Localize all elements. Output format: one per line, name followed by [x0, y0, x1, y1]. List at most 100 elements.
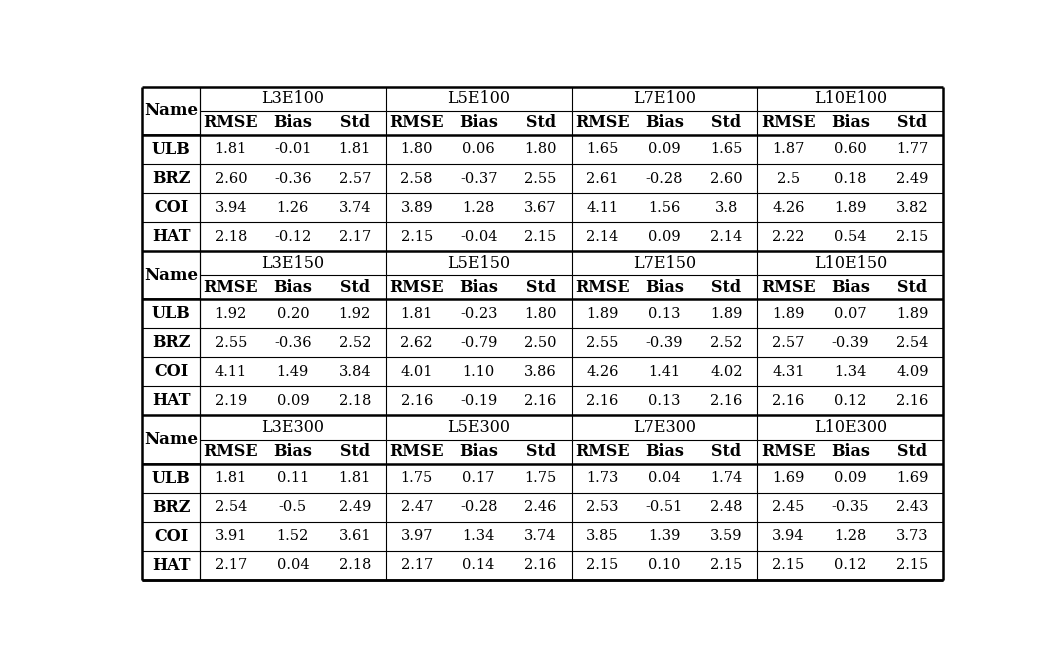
- Text: 2.52: 2.52: [711, 336, 742, 350]
- Text: 1.89: 1.89: [834, 201, 866, 214]
- Text: 0.09: 0.09: [648, 230, 681, 244]
- Text: -0.28: -0.28: [460, 500, 498, 514]
- Text: 2.15: 2.15: [896, 558, 929, 572]
- Text: 1.81: 1.81: [339, 471, 371, 485]
- Text: L7E100: L7E100: [633, 90, 696, 108]
- Text: 1.74: 1.74: [711, 471, 742, 485]
- Text: -0.79: -0.79: [460, 336, 498, 350]
- Text: 1.75: 1.75: [400, 471, 433, 485]
- Text: 0.04: 0.04: [276, 558, 309, 572]
- Text: 2.22: 2.22: [772, 230, 805, 244]
- Text: Bias: Bias: [273, 279, 312, 296]
- Text: -0.5: -0.5: [279, 500, 307, 514]
- Text: 2.16: 2.16: [587, 394, 618, 408]
- Text: 2.17: 2.17: [339, 230, 371, 244]
- Text: 4.26: 4.26: [772, 201, 805, 214]
- Text: 3.89: 3.89: [400, 201, 433, 214]
- Text: HAT: HAT: [151, 393, 191, 409]
- Text: 2.18: 2.18: [339, 394, 371, 408]
- Text: RMSE: RMSE: [575, 279, 630, 296]
- Text: 2.53: 2.53: [587, 500, 618, 514]
- Text: 0.09: 0.09: [648, 143, 681, 156]
- Text: RMSE: RMSE: [761, 114, 815, 131]
- Text: 2.55: 2.55: [587, 336, 618, 350]
- Text: 3.74: 3.74: [524, 529, 557, 543]
- Text: Std: Std: [897, 443, 928, 460]
- Text: Std: Std: [712, 114, 741, 131]
- Text: -0.12: -0.12: [274, 230, 311, 244]
- Text: ULB: ULB: [151, 141, 191, 158]
- Text: 0.18: 0.18: [834, 172, 866, 185]
- Text: ULB: ULB: [151, 306, 191, 322]
- Text: 0.13: 0.13: [648, 307, 681, 321]
- Text: 2.16: 2.16: [896, 394, 929, 408]
- Text: 1.81: 1.81: [400, 307, 433, 321]
- Text: Std: Std: [897, 114, 928, 131]
- Text: -0.37: -0.37: [460, 172, 498, 185]
- Text: 1.75: 1.75: [524, 471, 557, 485]
- Text: 2.14: 2.14: [711, 230, 742, 244]
- Text: -0.36: -0.36: [274, 172, 311, 185]
- Text: RMSE: RMSE: [203, 279, 258, 296]
- Text: 2.43: 2.43: [896, 500, 929, 514]
- Text: Std: Std: [525, 279, 556, 296]
- Text: 1.39: 1.39: [648, 529, 681, 543]
- Text: 1.89: 1.89: [896, 307, 929, 321]
- Text: 1.69: 1.69: [896, 471, 929, 485]
- Text: 1.87: 1.87: [772, 143, 805, 156]
- Text: RMSE: RMSE: [390, 443, 444, 460]
- Text: Name: Name: [144, 431, 198, 448]
- Text: 2.57: 2.57: [772, 336, 805, 350]
- Text: 0.12: 0.12: [834, 558, 866, 572]
- Text: L7E300: L7E300: [633, 419, 696, 436]
- Text: 2.55: 2.55: [215, 336, 247, 350]
- Text: 2.15: 2.15: [524, 230, 557, 244]
- Text: 3.94: 3.94: [215, 201, 247, 214]
- Text: 2.60: 2.60: [711, 172, 742, 185]
- Text: 2.60: 2.60: [215, 172, 247, 185]
- Text: L5E150: L5E150: [447, 255, 510, 272]
- Text: 3.74: 3.74: [339, 201, 371, 214]
- Text: Bias: Bias: [645, 443, 684, 460]
- Text: RMSE: RMSE: [761, 279, 815, 296]
- Text: 1.10: 1.10: [463, 365, 495, 379]
- Text: 3.82: 3.82: [896, 201, 929, 214]
- Text: 0.12: 0.12: [834, 394, 866, 408]
- Text: 1.65: 1.65: [711, 143, 742, 156]
- Text: -0.39: -0.39: [831, 336, 869, 350]
- Text: 2.50: 2.50: [524, 336, 557, 350]
- Text: Std: Std: [340, 114, 370, 131]
- Text: -0.36: -0.36: [274, 336, 311, 350]
- Text: 0.20: 0.20: [276, 307, 309, 321]
- Text: 2.54: 2.54: [896, 336, 929, 350]
- Text: 2.15: 2.15: [772, 558, 805, 572]
- Text: 2.16: 2.16: [524, 558, 557, 572]
- Text: RMSE: RMSE: [390, 114, 444, 131]
- Text: -0.04: -0.04: [460, 230, 498, 244]
- Text: 1.81: 1.81: [339, 143, 371, 156]
- Text: 2.49: 2.49: [896, 172, 929, 185]
- Text: Bias: Bias: [831, 279, 869, 296]
- Text: COI: COI: [154, 528, 189, 544]
- Text: 1.28: 1.28: [463, 201, 495, 214]
- Text: 1.81: 1.81: [215, 471, 247, 485]
- Text: HAT: HAT: [151, 557, 191, 574]
- Text: 1.77: 1.77: [896, 143, 929, 156]
- Text: 0.11: 0.11: [276, 471, 309, 485]
- Text: 1.73: 1.73: [587, 471, 618, 485]
- Text: L3E100: L3E100: [262, 90, 324, 108]
- Text: ULB: ULB: [151, 469, 191, 486]
- Text: Bias: Bias: [831, 443, 869, 460]
- Text: 0.06: 0.06: [463, 143, 495, 156]
- Text: 1.92: 1.92: [215, 307, 247, 321]
- Text: 2.48: 2.48: [711, 500, 742, 514]
- Text: Bias: Bias: [831, 114, 869, 131]
- Text: 2.52: 2.52: [339, 336, 371, 350]
- Text: 1.28: 1.28: [834, 529, 866, 543]
- Text: 2.54: 2.54: [215, 500, 247, 514]
- Text: COI: COI: [154, 199, 189, 216]
- Text: 4.31: 4.31: [772, 365, 805, 379]
- Text: 3.61: 3.61: [339, 529, 371, 543]
- Text: Std: Std: [712, 443, 741, 460]
- Text: 4.11: 4.11: [215, 365, 247, 379]
